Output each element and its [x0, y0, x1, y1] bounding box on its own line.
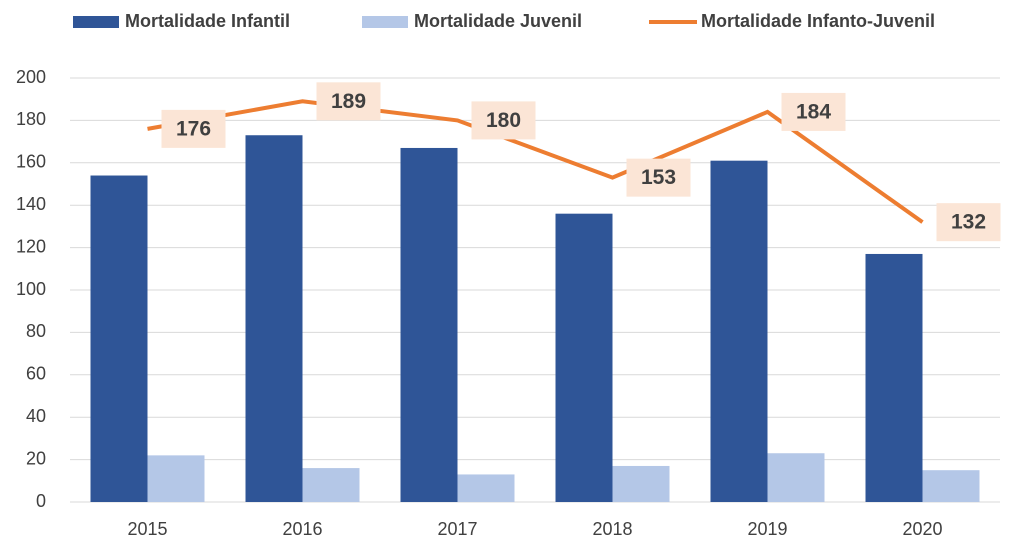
x-tick-label: 2020: [902, 519, 942, 539]
x-tick-label: 2017: [437, 519, 477, 539]
data-label: 189: [331, 90, 366, 113]
y-tick-label: 40: [26, 406, 46, 426]
bar: [457, 474, 515, 502]
bar: [922, 470, 980, 502]
data-label-box: [781, 92, 846, 131]
x-tick-label: 2015: [127, 519, 167, 539]
y-tick-label: 200: [16, 67, 46, 87]
x-tick-label: 2018: [592, 519, 632, 539]
data-label-box: [626, 158, 691, 197]
legend-label: Mortalidade Infantil: [125, 11, 290, 31]
legend: Mortalidade Infantil Mortalidade Juvenil M…: [73, 11, 935, 31]
y-tick-label: 0: [36, 491, 46, 511]
data-label: 132: [951, 211, 986, 234]
bar: [147, 455, 205, 502]
data-label: 180: [486, 109, 521, 132]
data-label-box: [316, 82, 381, 121]
y-tick-label: 160: [16, 152, 46, 172]
data-label: 184: [796, 100, 831, 123]
legend-swatch: [362, 16, 408, 28]
bar: [612, 465, 670, 502]
bar: [400, 147, 458, 502]
legend-swatch: [73, 16, 119, 28]
bar: [865, 253, 923, 502]
data-label: 176: [176, 117, 211, 140]
y-tick-label: 20: [26, 448, 46, 468]
bar: [245, 135, 303, 503]
data-label-box: [471, 101, 536, 140]
bar: [90, 175, 148, 502]
legend-label: Mortalidade Infanto-Juvenil: [701, 11, 935, 31]
bar: [555, 213, 613, 502]
data-label-box: [161, 109, 226, 148]
data-label-box: [936, 203, 1001, 242]
bar: [710, 160, 768, 502]
y-tick-label: 80: [26, 321, 46, 341]
y-tick-label: 60: [26, 364, 46, 384]
data-label: 153: [641, 166, 676, 189]
bar: [767, 453, 825, 502]
x-tick-label: 2019: [747, 519, 787, 539]
x-tick-label: 2016: [282, 519, 322, 539]
y-tick-label: 100: [16, 279, 46, 299]
y-tick-label: 180: [16, 109, 46, 129]
y-tick-label: 140: [16, 194, 46, 214]
legend-label: Mortalidade Juvenil: [414, 11, 582, 31]
bar: [302, 468, 360, 502]
y-tick-label: 120: [16, 236, 46, 256]
